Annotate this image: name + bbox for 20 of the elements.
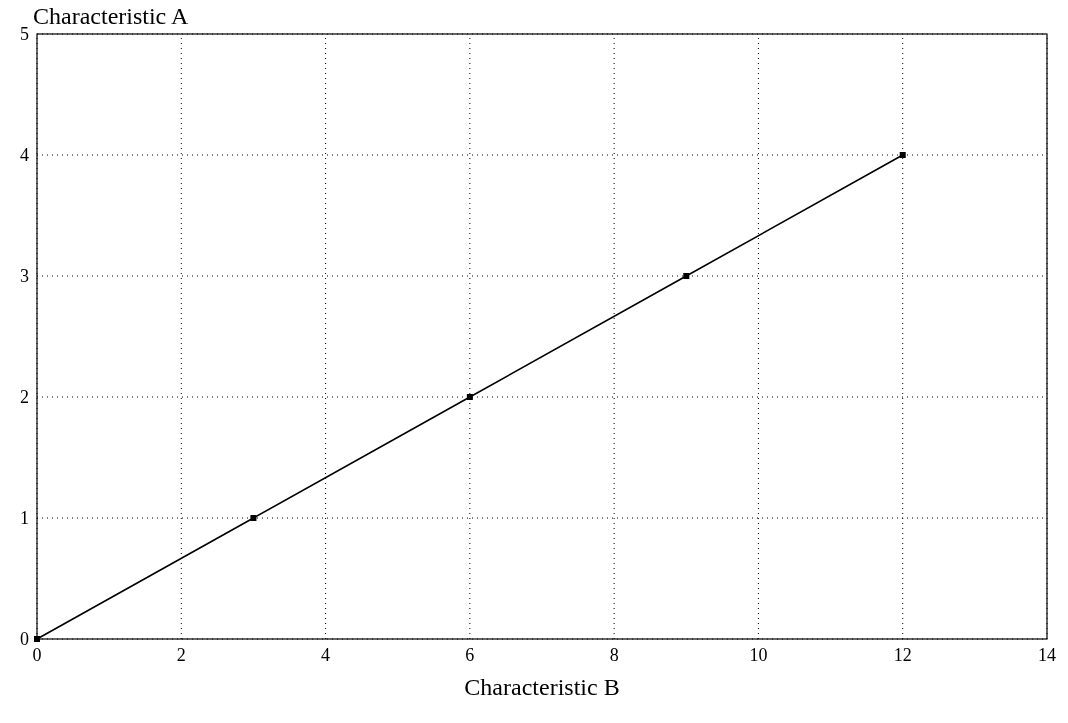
y-tick-label: 5	[20, 24, 29, 44]
x-tick-label: 4	[321, 645, 331, 665]
x-tick-label: 14	[1038, 645, 1056, 665]
y-tick-label: 4	[20, 145, 29, 165]
x-tick-label: 6	[465, 645, 475, 665]
y-tick-label: 2	[20, 387, 29, 407]
x-axis-title: Characteristic B	[464, 674, 620, 700]
x-tick-label: 12	[893, 645, 912, 665]
point	[250, 515, 257, 521]
y-tick-label: 1	[20, 508, 29, 528]
point	[683, 273, 690, 279]
x-tick-label: 2	[176, 645, 186, 665]
y-axis-title: Characteristic A	[33, 3, 189, 29]
point	[466, 394, 473, 400]
point	[899, 152, 906, 158]
y-tick-label: 0	[20, 629, 29, 649]
y-tick-label: 3	[20, 266, 29, 286]
point	[34, 636, 40, 642]
x-tick-label: 8	[609, 645, 619, 665]
x-tick-label: 10	[749, 645, 768, 665]
